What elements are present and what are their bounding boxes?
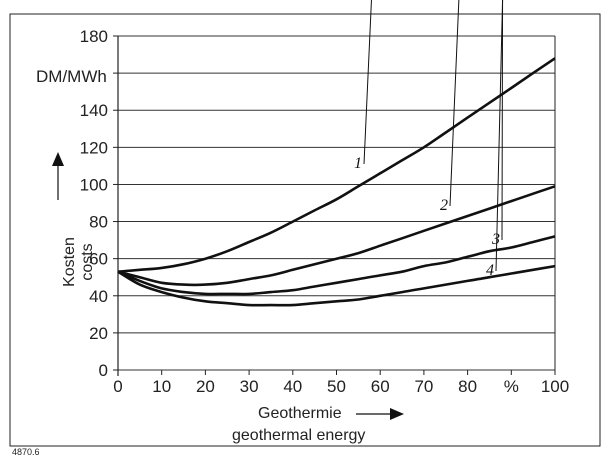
x-tick-label: 10 (152, 377, 171, 396)
y-tick-label: 100 (80, 175, 108, 194)
x-axis-label-en: geothermal energy (232, 427, 365, 444)
series-line-2 (117, 185, 556, 287)
x-tick-label: 20 (196, 377, 215, 396)
y-tick-label: 40 (89, 287, 108, 306)
axis-layer: 0 20 40 60 80 100 120 140 180 0 10 20 30 40 50 60 70 80% 1… (52, 27, 569, 420)
curve-label-leader-2 (449, 0, 460, 207)
series-line-4 (117, 264, 556, 307)
y-unit-label: DM/MWh (36, 67, 107, 86)
y-tick-label: 60 (89, 250, 108, 269)
series-line-1 (117, 57, 556, 273)
x-tick-label: 80 (458, 377, 477, 396)
y-tick-label: 180 (80, 27, 108, 46)
x-tick-label: 70 (414, 377, 433, 396)
figure-reference: 4870.6 (12, 447, 40, 457)
curve-label-leader-1 (363, 0, 372, 165)
y-tick-label: 0 (99, 361, 108, 380)
curve-label-leader-3 (501, 0, 504, 241)
curve-label-4: 4 (486, 262, 494, 279)
curve-label-3: 3 (491, 231, 500, 248)
x-axis-arrowhead (390, 408, 404, 420)
figure-border (9, 13, 601, 447)
y-tick-label: 20 (89, 324, 108, 343)
x-tick-label: 30 (240, 377, 259, 396)
y-axis-label: Kosten (61, 237, 78, 287)
curve-label-2: 2 (440, 197, 448, 214)
x-tick-label: 40 (283, 377, 302, 396)
label-layer: 1 2 3 4 (354, 0, 504, 279)
x-tick-label: 60 (371, 377, 390, 396)
y-axis-arrowhead (52, 152, 64, 166)
series-line-3 (117, 235, 556, 296)
y-axis-label-en: costs (79, 243, 96, 280)
x-axis-label: Geothermie (258, 405, 342, 422)
curve-label-1: 1 (354, 155, 362, 172)
x-tick-label: % (504, 377, 519, 396)
grid-layer (118, 35, 555, 371)
x-tick-label: 50 (327, 377, 346, 396)
y-tick-label: 80 (89, 213, 108, 232)
x-tick-label: 100 (541, 377, 569, 396)
x-tick-label: 0 (113, 377, 122, 396)
y-tick-label: 140 (80, 101, 108, 120)
series-layer (117, 57, 556, 307)
y-tick-label: 120 (80, 138, 108, 157)
curve-label-leader-4 (495, 0, 504, 272)
